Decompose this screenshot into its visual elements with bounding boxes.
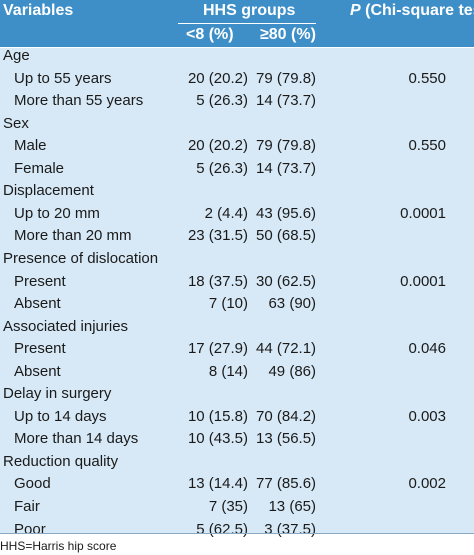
header-hhs-groups: HHS groups [203, 2, 296, 19]
table-header: Variables HHS groups P (Chi-square test)… [0, 0, 474, 48]
cell-ge80: 14 (73.7) [256, 159, 317, 177]
cell-lt8: 5 (26.3) [196, 92, 248, 110]
table-row: Absent 7 (10) 63 (90) [0, 293, 474, 316]
variable-label: Male [14, 137, 47, 155]
variable-label: Present [14, 272, 66, 290]
group-label: Delay in surgery [3, 385, 112, 403]
cell-p-value: 0.003 [408, 407, 446, 425]
table-row: More than 14 days 10 (43.5) 13 (56.5) [0, 428, 474, 451]
table-row: Absent 8 (14) 49 (86) [0, 361, 474, 384]
variable-label: More than 55 years [14, 92, 144, 110]
group-row: Reduction quality [0, 451, 474, 474]
variable-label: Fair [14, 498, 40, 515]
cell-p-value: 0.550 [408, 69, 446, 87]
variable-label: Poor [14, 520, 46, 538]
cell-ge80: 14 (73.7) [256, 92, 317, 110]
group-row: Associated injuries [0, 316, 474, 339]
cell-ge80: 3 (37.5) [264, 520, 316, 538]
cell-p-value: 0.0001 [400, 272, 446, 290]
cell-lt8: 20 (20.2) [187, 137, 248, 155]
cell-lt8: 20 (20.2) [187, 69, 248, 87]
variable-label: Up to 55 years [14, 69, 112, 87]
cell-lt8: 8 (14) [208, 362, 248, 380]
cell-ge80: 43 (95.6) [256, 204, 317, 222]
variable-label: Up to 20 mm [14, 204, 100, 222]
table-row: Present 17 (27.9) 44 (72.1) 0.046 [0, 338, 474, 361]
table-row: Poor 5 (62.5) 3 (37.5) [0, 519, 474, 542]
cell-lt8: 23 (31.5) [187, 227, 248, 245]
header-p-value: P (Chi-square test) [350, 1, 474, 21]
variable-label: More than 20 mm [14, 227, 132, 245]
header-lt8: <8 (%) [186, 26, 234, 43]
cell-ge80: 13 (65) [268, 498, 316, 515]
group-label: Presence of dislocation [3, 249, 159, 267]
cell-lt8: 17 (27.9) [187, 340, 248, 358]
cell-p-value: 0.002 [408, 475, 446, 493]
table-row: More than 20 mm 23 (31.5) 50 (68.5) [0, 225, 474, 248]
cell-p-value: 0.046 [408, 340, 446, 358]
table-body [0, 48, 474, 533]
header-group-rule [178, 23, 316, 24]
variable-label: Good [14, 475, 51, 493]
cell-ge80: 70 (84.2) [256, 407, 317, 425]
group-label: Displacement [3, 182, 94, 200]
cell-ge80: 13 (56.5) [256, 430, 317, 448]
header-p-test: (Chi-square test) [365, 2, 474, 19]
group-row: Age [0, 45, 474, 68]
cell-ge80: 79 (79.8) [256, 137, 317, 155]
group-label: Sex [3, 114, 29, 132]
header-p-letter: P [350, 2, 361, 19]
cell-lt8: 10 (43.5) [187, 430, 248, 448]
cell-p-value: 0.0001 [400, 204, 446, 222]
table-row: More than 55 years 5 (26.3) 14 (73.7) [0, 90, 474, 113]
group-row: Presence of dislocation [0, 248, 474, 271]
table-row: Up to 20 mm 2 (4.4) 43 (95.6) 0.0001 [0, 203, 474, 226]
table-row: Female 5 (26.3) 14 (73.7) [0, 158, 474, 181]
table-row: Male 20 (20.2) 79 (79.8) 0.550 [0, 135, 474, 158]
table-row: Present 18 (37.5) 30 (62.5) 0.0001 [0, 271, 474, 294]
cell-lt8: 10 (15.8) [187, 407, 248, 425]
group-row: Displacement [0, 180, 474, 203]
table-row: Fair 7 (35) 13 (65) [0, 496, 474, 519]
header-bottom-rule [0, 47, 474, 48]
cell-lt8: 18 (37.5) [187, 272, 248, 290]
cell-ge80: 30 (62.5) [256, 272, 317, 290]
group-row: Delay in surgery [0, 383, 474, 406]
cell-lt8: 5 (26.3) [196, 159, 248, 177]
table-row: Up to 55 years 20 (20.2) 79 (79.8) 0.550 [0, 68, 474, 91]
cell-lt8: 7 (10) [208, 295, 248, 313]
variable-label: Female [14, 159, 65, 177]
cell-ge80: 79 (79.8) [256, 69, 317, 87]
header-ge80: ≥80 (%) [260, 26, 316, 43]
cell-ge80: 49 (86) [268, 362, 316, 380]
group-label: Age [3, 47, 30, 64]
table-row: Up to 14 days 10 (15.8) 70 (84.2) 0.003 [0, 406, 474, 429]
cell-p-value: 0.550 [408, 137, 446, 155]
variable-label: Absent [14, 295, 61, 313]
cell-lt8: 7 (35) [208, 498, 248, 515]
cell-ge80: 77 (85.6) [256, 475, 317, 493]
group-row: Sex [0, 113, 474, 136]
variable-label: Absent [14, 362, 61, 380]
variable-label: Present [14, 340, 66, 358]
cell-ge80: 50 (68.5) [256, 227, 317, 245]
header-variables: Variables [3, 2, 74, 19]
table-row: Good 13 (14.4) 77 (85.6) 0.002 [0, 473, 474, 496]
cell-ge80: 63 (90) [268, 295, 316, 313]
cell-ge80: 44 (72.1) [256, 340, 317, 358]
cell-lt8: 2 (4.4) [204, 204, 248, 222]
variable-label: More than 14 days [14, 430, 139, 448]
variable-label: Up to 14 days [14, 407, 107, 425]
footnote: HHS=Harris hip score [0, 539, 117, 553]
group-label: Reduction quality [3, 452, 119, 470]
group-label: Associated injuries [3, 317, 129, 335]
cell-lt8: 13 (14.4) [187, 475, 248, 493]
cell-lt8: 5 (62.5) [196, 520, 248, 538]
table-bottom-rule [0, 533, 474, 534]
